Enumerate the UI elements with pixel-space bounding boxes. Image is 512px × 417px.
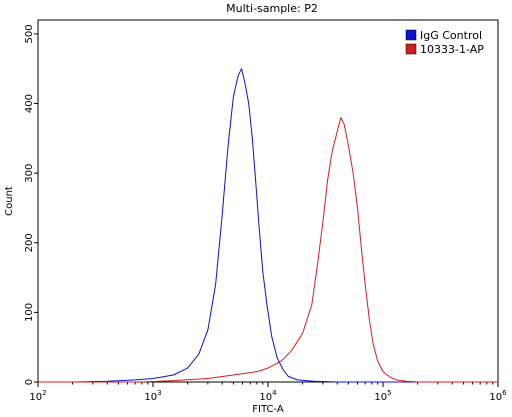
y-tick-label: 500 <box>24 24 35 43</box>
series-line-1 <box>38 68 498 383</box>
legend-swatch-2 <box>405 43 417 55</box>
legend-label-1: IgG Control <box>420 29 482 42</box>
y-tick-label: 300 <box>24 164 35 183</box>
y-axis: 0 100 200 300 400 500 <box>24 24 38 385</box>
x-tick-label: 104 <box>259 389 277 403</box>
y-tick-label: 100 <box>24 303 35 322</box>
legend-label-2: 10333-1-AP <box>420 43 484 56</box>
y-tick-label: 400 <box>24 94 35 113</box>
legend-swatch-1 <box>405 29 417 41</box>
x-tick-label: 105 <box>374 389 391 403</box>
x-tick-label: 106 <box>489 389 507 403</box>
plot-frame <box>37 19 499 383</box>
x-tick-label: 102 <box>29 389 46 403</box>
x-tick-label: 103 <box>144 389 161 403</box>
y-axis-label: Count <box>4 186 15 216</box>
y-tick-label: 0 <box>24 379 35 385</box>
series-line-2 <box>38 117 498 383</box>
series-layer <box>38 68 498 383</box>
y-tick-label: 200 <box>24 233 35 252</box>
x-axis: 102 103 104 105 106 <box>29 382 507 403</box>
chart-title: Multi-sample: P2 <box>226 2 318 15</box>
x-axis-label: FITC-A <box>252 404 284 415</box>
